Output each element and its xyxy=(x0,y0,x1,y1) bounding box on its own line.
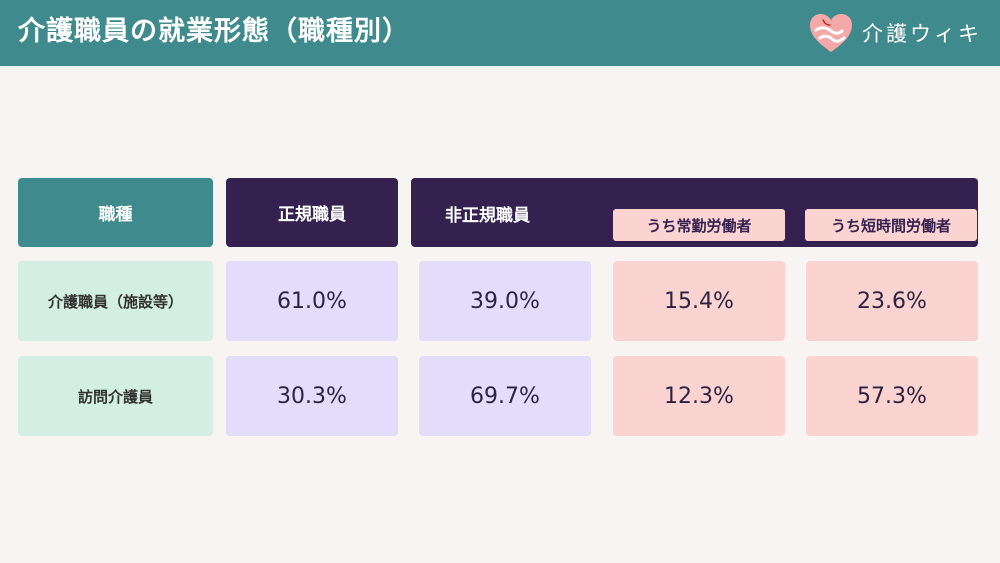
value-cell-full-time: 12.3% xyxy=(613,356,785,436)
brand-name: 介護ウィキ xyxy=(862,22,982,46)
value-cell-non-regular: 69.7% xyxy=(419,356,591,436)
value-cell-regular: 61.0% xyxy=(226,261,398,341)
value-cell-full-time: 15.4% xyxy=(613,261,785,341)
row-label: 訪問介護員 xyxy=(18,356,213,436)
col-header-part-time: うち短時間労働者 xyxy=(805,209,977,241)
brand[interactable]: 介護ウィキ xyxy=(808,12,982,54)
page-title: 介護職員の就業形態（職種別） xyxy=(18,16,410,47)
value-cell-part-time: 23.6% xyxy=(806,261,978,341)
col-header-non-regular: 非正規職員 xyxy=(445,206,530,226)
heart-hands-logo-icon xyxy=(810,14,852,52)
row-label: 介護職員（施設等） xyxy=(18,261,213,341)
value-cell-part-time: 57.3% xyxy=(806,356,978,436)
col-header-regular: 正規職員 xyxy=(226,178,398,247)
value-cell-regular: 30.3% xyxy=(226,356,398,436)
value-cell-non-regular: 39.0% xyxy=(419,261,591,341)
col-header-full-time: うち常勤労働者 xyxy=(613,209,785,241)
col-header-job-type: 職種 xyxy=(18,178,213,247)
header-bar: 介護職員の就業形態（職種別） 介護ウィキ xyxy=(0,0,1000,66)
